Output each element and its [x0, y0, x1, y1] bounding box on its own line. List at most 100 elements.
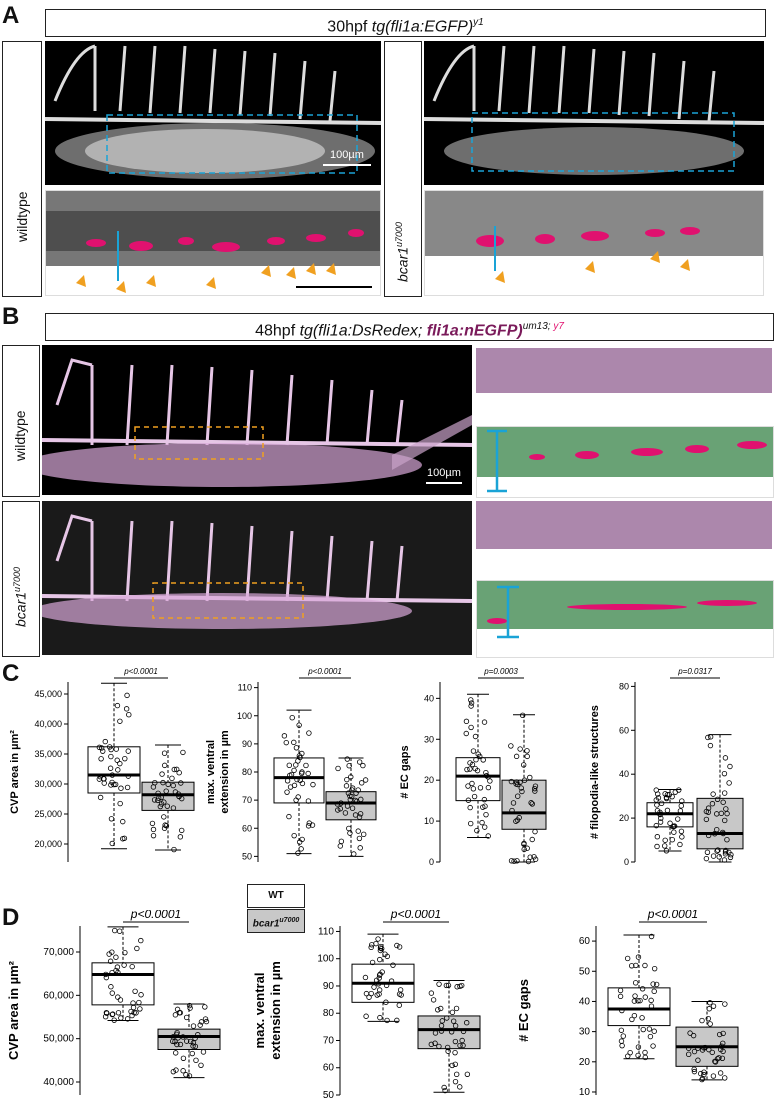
y-tick-label: 90 — [242, 739, 252, 749]
data-point — [187, 1038, 194, 1045]
data-point — [485, 784, 492, 791]
data-point — [107, 958, 114, 964]
data-point — [190, 1023, 197, 1029]
data-point — [347, 793, 353, 799]
data-point — [635, 954, 642, 960]
data-point — [670, 824, 676, 830]
data-point — [180, 1055, 187, 1061]
y-tick-label: 35,000 — [34, 749, 62, 759]
data-point — [687, 1030, 693, 1036]
y-axis-label: # EC gaps — [399, 745, 411, 798]
data-point — [716, 1031, 723, 1038]
data-point — [115, 994, 121, 1000]
data-point — [396, 944, 403, 950]
data-point — [131, 1009, 137, 1016]
data-point — [170, 782, 176, 789]
y-tick-label: 30,000 — [34, 779, 62, 789]
data-point — [198, 1019, 205, 1025]
data-point — [721, 790, 728, 796]
data-point — [368, 944, 374, 951]
data-point — [707, 742, 714, 749]
data-point — [428, 990, 435, 996]
data-point — [511, 858, 517, 864]
data-point — [441, 1084, 447, 1091]
box-wt — [87, 746, 141, 794]
panel-b-mut-overview-image — [42, 501, 472, 655]
data-point — [120, 836, 126, 842]
data-point — [117, 800, 123, 807]
data-point — [699, 1017, 705, 1024]
data-point — [183, 1072, 189, 1078]
panel-a-mut-zoom-image — [424, 190, 764, 296]
data-point — [190, 1043, 196, 1049]
data-point — [107, 765, 114, 771]
data-point — [707, 1021, 713, 1027]
data-point — [648, 933, 655, 940]
data-point — [203, 1018, 210, 1025]
data-point — [179, 827, 185, 834]
data-point — [629, 1016, 635, 1023]
data-point — [508, 858, 515, 864]
data-point — [171, 846, 177, 853]
y-tick-label: 80 — [242, 767, 252, 777]
panel-b-title-transgene1: tg(fli1a:DsRedex; — [299, 322, 427, 340]
data-point — [459, 982, 465, 989]
data-point — [720, 799, 726, 805]
data-point — [444, 1044, 451, 1051]
data-point — [481, 719, 488, 725]
data-point — [376, 991, 382, 997]
data-point — [677, 841, 683, 848]
data-point — [485, 833, 491, 839]
data-point — [356, 835, 363, 842]
data-point — [193, 1057, 199, 1064]
data-point — [107, 744, 113, 750]
data-point — [384, 953, 390, 960]
data-point — [528, 800, 534, 806]
data-point — [335, 807, 341, 813]
data-point — [281, 733, 288, 739]
data-point — [122, 755, 128, 762]
data-point — [335, 765, 341, 772]
y-tick-label: 100 — [237, 711, 252, 721]
panel-a-title-allele: y1 — [473, 17, 484, 28]
data-point — [115, 767, 121, 773]
data-point — [138, 937, 144, 944]
data-point — [159, 771, 165, 777]
data-point — [114, 757, 120, 763]
y-tick-label: 40,000 — [34, 719, 62, 729]
data-point — [724, 837, 730, 843]
data-point — [376, 975, 382, 981]
data-point — [716, 1055, 722, 1061]
data-point — [628, 963, 635, 969]
data-point — [639, 1015, 645, 1021]
data-point — [704, 849, 711, 855]
data-point — [463, 718, 470, 725]
data-point — [651, 1028, 657, 1034]
data-point — [98, 745, 105, 751]
data-point — [134, 945, 140, 952]
data-point — [671, 823, 677, 829]
y-tick-label: 60 — [579, 936, 591, 947]
data-point — [524, 748, 530, 754]
chart-c-ec-gaps: 0 10 20 30 40 # EC gaps p=0.0003 — [399, 667, 547, 867]
data-point — [369, 942, 375, 948]
data-point — [351, 851, 357, 857]
data-point — [519, 712, 526, 719]
pvalue-label: p<0.0001 — [130, 910, 181, 921]
data-point — [650, 1043, 656, 1049]
data-point — [524, 845, 530, 851]
data-point — [293, 745, 300, 751]
data-point — [190, 1040, 197, 1046]
data-point — [358, 780, 365, 786]
data-point — [480, 757, 486, 763]
data-point — [390, 962, 396, 968]
data-point — [701, 1069, 707, 1075]
data-point — [117, 760, 123, 767]
data-point — [128, 1008, 134, 1015]
data-point — [524, 753, 530, 760]
data-point — [467, 760, 473, 766]
data-point — [363, 1013, 369, 1019]
data-point — [669, 837, 675, 843]
data-point — [678, 828, 685, 835]
panel-b-wt-overview-image: 100µm — [42, 345, 472, 495]
